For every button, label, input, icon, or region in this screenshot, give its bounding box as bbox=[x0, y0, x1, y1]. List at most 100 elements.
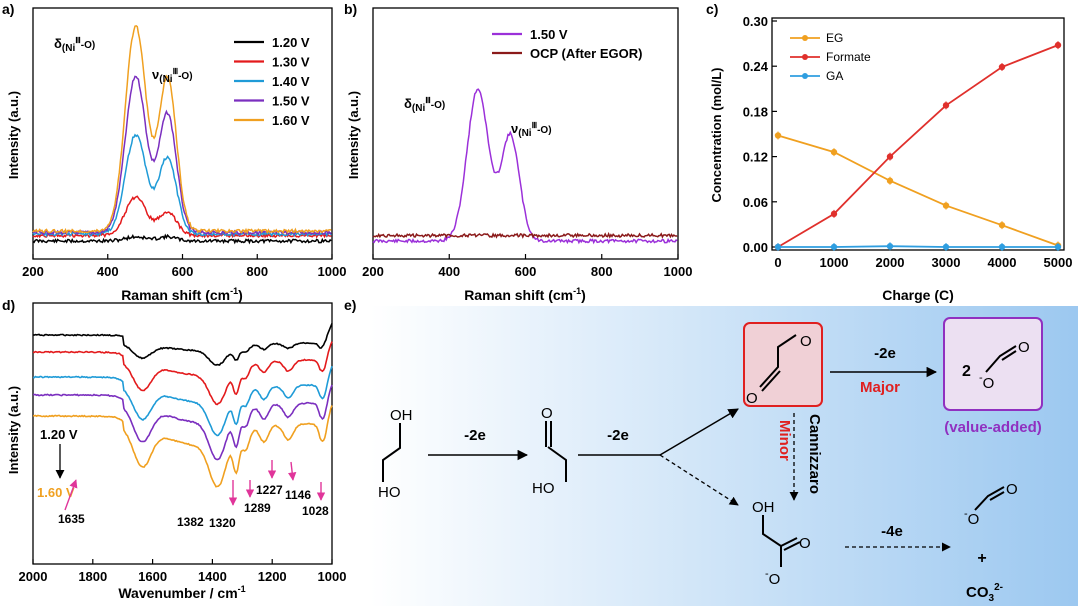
minor-branch-arrow bbox=[659, 454, 739, 506]
panel-c: c) 0 1000 2000 3000 4000 5000 0.00 0.06 0.12 0.18… bbox=[706, 1, 1072, 303]
legend-marker bbox=[802, 54, 808, 60]
eg-oh-top: OH bbox=[390, 407, 413, 424]
panel-d-annotations: 1635 1382 1320 1289 1227 1146 1028 bbox=[58, 460, 329, 530]
panel-c-frame bbox=[771, 17, 1065, 251]
legend-label: 1.60 V bbox=[272, 113, 310, 128]
panel-b-spectra bbox=[372, 88, 678, 245]
legend-label: 1.40 V bbox=[272, 74, 310, 89]
x-tick-label: 1400 bbox=[198, 569, 227, 584]
x-tick-label: 0 bbox=[774, 255, 781, 270]
panel-b-label: b) bbox=[344, 1, 357, 17]
panel-c-series bbox=[774, 41, 1062, 251]
formate-minor-product bbox=[974, 486, 1005, 511]
x-tick-label: 3000 bbox=[932, 255, 961, 270]
data-point bbox=[774, 132, 782, 139]
annotation-label: 1635 bbox=[58, 512, 85, 526]
formate-o-minus: -O bbox=[979, 372, 994, 392]
glyoxal bbox=[759, 334, 797, 392]
ga-ho: HO bbox=[532, 480, 555, 497]
y-tick-label: 0.18 bbox=[743, 104, 768, 119]
annotation-label: 1320 bbox=[209, 516, 236, 530]
spectrum-line bbox=[32, 384, 333, 461]
y-tick-label: 0.12 bbox=[743, 150, 768, 165]
formate-coefficient: 2 bbox=[962, 363, 971, 380]
spectrum-line bbox=[32, 365, 333, 437]
data-point bbox=[1054, 41, 1062, 49]
panel-a-spectra bbox=[32, 24, 332, 245]
x-tick-label: 1000 bbox=[820, 255, 849, 270]
legend-label: EG bbox=[826, 31, 843, 45]
legend-label: 1.50 V bbox=[530, 27, 568, 42]
panel-e-scheme: e) OH HO -2e O HO -2e O O -2e Ma bbox=[344, 297, 1078, 606]
ethylene-glycol bbox=[382, 423, 401, 482]
data-point bbox=[830, 148, 838, 156]
data-point bbox=[886, 177, 894, 184]
annotation-label: 1146 bbox=[285, 488, 311, 502]
x-tick-label: 800 bbox=[591, 264, 613, 279]
panel-c-y-axis-label: Concentration (mol/L) bbox=[709, 67, 724, 202]
step2-electrons: -2e bbox=[607, 427, 629, 444]
panel-b-legend: 1.50 V OCP (After EGOR) bbox=[492, 27, 642, 61]
x-tick-label: 1200 bbox=[258, 569, 287, 584]
data-point bbox=[998, 63, 1006, 71]
panel-a-legend: 1.20 V 1.30 V 1.40 V 1.50 V 1.60 V bbox=[234, 35, 310, 128]
annotation-label: 1382 bbox=[177, 515, 204, 529]
minor-label: Minor bbox=[776, 420, 793, 461]
spectrum-line bbox=[32, 405, 333, 488]
y-tick-label: 0.30 bbox=[743, 14, 768, 29]
major-step-electrons: -2e bbox=[874, 345, 896, 362]
annotation-label: 1227 bbox=[256, 483, 283, 497]
data-point bbox=[998, 221, 1006, 229]
data-point bbox=[886, 243, 894, 250]
cannizzaro-label: Cannizzaro bbox=[806, 414, 823, 494]
panel-d-arrow-bottom-label: 1.60 V bbox=[37, 485, 75, 500]
series-line bbox=[777, 44, 1059, 248]
spectrum-line bbox=[32, 233, 332, 245]
y-tick-label: 0.24 bbox=[743, 59, 769, 74]
spectrum-line bbox=[372, 88, 678, 245]
panel-a-label: a) bbox=[2, 1, 14, 17]
panel-d-arrow-top-label: 1.20 V bbox=[40, 427, 78, 442]
legend-marker bbox=[802, 35, 808, 41]
x-tick-label: 2000 bbox=[876, 255, 905, 270]
y-tick-label: 0.06 bbox=[743, 195, 768, 210]
panel-b-y-axis-label: Intensity (a.u.) bbox=[346, 91, 361, 179]
major-label: Major bbox=[860, 379, 900, 396]
ga-o: O bbox=[541, 405, 553, 422]
step1-electrons: -2e bbox=[464, 427, 486, 444]
glycolate-oh: OH bbox=[752, 499, 775, 516]
panel-c-label: c) bbox=[706, 1, 718, 17]
panel-a: a) 200 400 600 800 1000 1.20 V1.30 V1.40 V1.… bbox=[2, 1, 346, 303]
panel-d-spectra bbox=[32, 323, 333, 488]
spectrum-line bbox=[32, 341, 333, 406]
x-tick-label: 600 bbox=[515, 264, 537, 279]
formate-o-double: O bbox=[1018, 339, 1030, 356]
eg-ho-bottom: HO bbox=[378, 484, 401, 501]
panel-d-x-axis-label: Wavenumber / cm-1 bbox=[118, 584, 245, 601]
legend-label: 1.50 V bbox=[272, 94, 310, 109]
panel-c-axes: 0 1000 2000 3000 4000 5000 0.00 0.06 0.12 0.18 0.2… bbox=[743, 14, 1073, 270]
spectrum-line bbox=[32, 24, 332, 235]
formate-product bbox=[985, 345, 1017, 373]
glyoxal-o-bottom: O bbox=[746, 390, 758, 407]
series-line bbox=[777, 134, 1059, 247]
glycolaldehyde bbox=[545, 421, 567, 482]
major-branch-arrow bbox=[659, 408, 739, 456]
panel-a-peak1-label: δ(NiⅢ-O) bbox=[54, 36, 95, 54]
data-point bbox=[774, 243, 782, 251]
panel-a-x-axis-label: Raman shift (cm-1) bbox=[121, 286, 243, 303]
legend-marker bbox=[802, 73, 808, 79]
x-tick-label: 400 bbox=[97, 264, 119, 279]
x-tick-label: 200 bbox=[22, 264, 44, 279]
plus-sign: + bbox=[977, 550, 986, 567]
legend-label: Formate bbox=[826, 50, 871, 64]
legend-label: 1.20 V bbox=[272, 35, 310, 50]
panel-d-label: d) bbox=[2, 297, 15, 313]
x-tick-label: 200 bbox=[362, 264, 384, 279]
panel-d-y-axis-label: Intensity (a.u.) bbox=[6, 386, 21, 474]
panel-a-x-ticks: 200 400 600 800 1000 bbox=[22, 254, 346, 279]
formate2-o-double: O bbox=[1006, 481, 1018, 498]
x-tick-label: 1000 bbox=[318, 264, 347, 279]
annotation-arrow bbox=[287, 461, 297, 481]
